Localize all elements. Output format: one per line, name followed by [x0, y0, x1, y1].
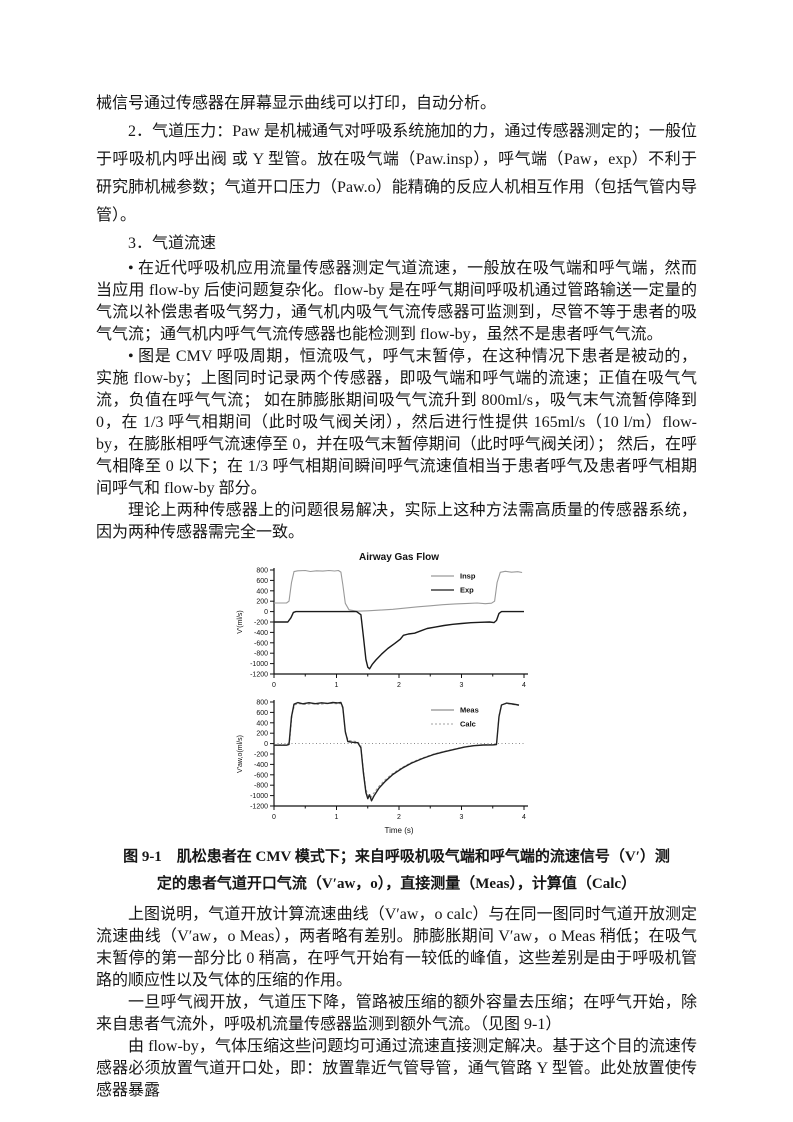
body-paragraph: 由 flow-by，气体压缩这些问题均可通过流速直接测定解决。基于这个目的流速传…	[96, 1038, 697, 1099]
y-tick-label: -1200	[250, 804, 268, 811]
y-tick-label: -1000	[250, 793, 268, 800]
y-tick-label: 600	[256, 710, 268, 717]
y-tick-label: 200	[256, 599, 268, 606]
y-tick-label: -800	[253, 651, 267, 658]
series-meas	[273, 701, 519, 802]
x-tick-label: 3	[459, 814, 463, 821]
y-axis-label: V′(ml/s)	[237, 610, 244, 633]
legend-label: Exp	[460, 586, 474, 595]
chart-svg-1: 800 600 400 200 0 -200 -400 -600 -800 -1000 -1200 0…	[237, 700, 528, 835]
y-tick-label: 400	[256, 588, 268, 595]
y-tick-label: -600	[253, 640, 267, 647]
y-tick-label: 0	[264, 609, 268, 616]
body-paragraph: 一旦呼气阀开放，气道压下降，管路被压缩的额外容量去压缩；在呼气开始，除来自患者气…	[96, 994, 697, 1033]
airway-gas-flow-bottom-chart: 800 600 400 200 0 -200 -400 -600 -800 -1000 -1200 0…	[232, 696, 562, 844]
x-tick-label: 4	[522, 814, 526, 821]
y-axis-label: V′aw,o(ml/s)	[237, 735, 244, 773]
x-tick-label: 1	[334, 682, 338, 689]
airway-gas-flow-top-chart: Airway Gas Flow 800 600 400 200 0 -200 -400 -600…	[232, 550, 562, 696]
body-paragraph: 上图说明，气道开放计算流速曲线（V′aw，o calc）与在同一图同时气道开放测…	[96, 906, 697, 989]
y-tick-label: -800	[253, 783, 267, 790]
body-paragraph-bullet: • 图是 CMV 呼吸周期，恒流吸气，呼气末暂停，在这种情况下患者是被动的， 实…	[96, 348, 697, 497]
series-calc	[273, 702, 519, 799]
body-paragraph: 理论上两种传感器上的问题很易解决，实际上这种方法需高质量的传感器系统，因为两种传…	[96, 502, 697, 541]
series-insp	[273, 569, 522, 612]
y-tick-label: -200	[253, 752, 267, 759]
y-tick-label: 600	[256, 578, 268, 585]
x-tick-label: 2	[397, 682, 401, 689]
y-tick-label: -400	[253, 630, 267, 637]
x-tick-label: 2	[397, 814, 401, 821]
y-tick-label: -600	[253, 772, 267, 779]
x-axis-label: Time (s)	[384, 826, 413, 835]
y-tick-label: 800	[256, 568, 268, 575]
y-tick-label: 400	[256, 720, 268, 727]
chart-title: Airway Gas Flow	[358, 552, 438, 563]
legend-label: Insp	[460, 572, 476, 581]
y-tick-label: 800	[256, 700, 268, 707]
figure-caption-line-1: 图 9-1 肌松患者在 CMV 模式下；来自呼吸机吸气端和呼气端的流速信号（V′…	[123, 849, 670, 865]
body-paragraph-bullet: • 在近代呼吸机应用流量传感器测定气道流速，一般放在吸气端和呼气端，然而当应用 …	[96, 260, 697, 343]
y-tick-label: 200	[256, 731, 268, 738]
body-paragraph: 3．气道流速	[128, 235, 217, 252]
y-tick-label: -1000	[250, 661, 268, 668]
x-tick-label: 1	[334, 814, 338, 821]
body-paragraph: 械信号通过传感器在屏幕显示曲线可以打印，自动分析。	[96, 95, 497, 112]
figure-caption-line-2: 定的患者气道开口气流（V′aw，o），直接测量（Meas），计算值（Calc）	[156, 876, 637, 892]
x-tick-label: 4	[522, 682, 526, 689]
legend-label: Calc	[460, 720, 476, 729]
body-paragraph: 2．气道压力：Paw 是机械通气对呼吸系统施加的力，通过传感器测定的；一般位于呼…	[96, 123, 697, 224]
legend-label: Meas	[460, 706, 479, 715]
figure-9-1: Airway Gas Flow 800 600 400 200 0 -200 -400 -600…	[96, 550, 697, 844]
y-tick-label: -1200	[250, 672, 268, 679]
x-tick-label: 3	[459, 682, 463, 689]
y-tick-label: -400	[253, 762, 267, 769]
y-tick-label: -200	[253, 620, 267, 627]
x-tick-label: 0	[272, 682, 276, 689]
y-tick-label: 0	[264, 741, 268, 748]
x-tick-label: 0	[272, 814, 276, 821]
chart-svg-0: Airway Gas Flow 800 600 400 200 0 -200 -400 -600…	[237, 552, 528, 689]
series-exp	[273, 610, 524, 670]
